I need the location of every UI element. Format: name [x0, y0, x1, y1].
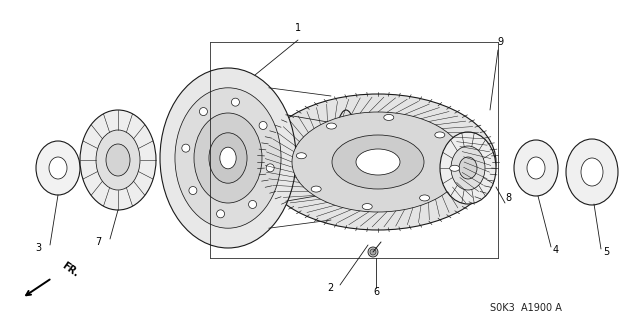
- Ellipse shape: [332, 135, 424, 189]
- Ellipse shape: [334, 110, 358, 206]
- Text: 6: 6: [373, 287, 379, 297]
- Ellipse shape: [450, 165, 460, 171]
- Ellipse shape: [220, 147, 236, 169]
- Ellipse shape: [514, 140, 558, 196]
- Ellipse shape: [296, 153, 307, 159]
- Ellipse shape: [362, 204, 372, 210]
- Text: FR.: FR.: [60, 261, 81, 279]
- Ellipse shape: [194, 113, 262, 203]
- Ellipse shape: [435, 132, 445, 138]
- Ellipse shape: [459, 157, 477, 179]
- Text: 4: 4: [553, 245, 559, 255]
- Ellipse shape: [259, 122, 267, 130]
- Ellipse shape: [266, 164, 274, 172]
- Ellipse shape: [370, 249, 376, 255]
- Ellipse shape: [209, 133, 247, 183]
- Ellipse shape: [581, 158, 603, 186]
- Ellipse shape: [356, 136, 372, 180]
- Ellipse shape: [566, 139, 618, 205]
- Ellipse shape: [527, 157, 545, 179]
- Ellipse shape: [36, 141, 80, 195]
- Ellipse shape: [440, 132, 496, 204]
- Ellipse shape: [451, 146, 485, 190]
- Ellipse shape: [182, 144, 190, 152]
- Ellipse shape: [311, 186, 321, 192]
- Ellipse shape: [368, 247, 378, 257]
- Ellipse shape: [160, 68, 296, 248]
- Ellipse shape: [106, 144, 130, 176]
- Text: 3: 3: [35, 243, 41, 253]
- Ellipse shape: [216, 210, 225, 218]
- Ellipse shape: [49, 157, 67, 179]
- Ellipse shape: [96, 130, 140, 190]
- Text: S0K3  A1900 A: S0K3 A1900 A: [490, 303, 562, 313]
- Text: 8: 8: [505, 193, 511, 203]
- Ellipse shape: [326, 123, 337, 129]
- Text: 7: 7: [95, 237, 101, 247]
- Text: 5: 5: [603, 247, 609, 257]
- Ellipse shape: [260, 94, 496, 230]
- Ellipse shape: [420, 195, 429, 201]
- Text: 9: 9: [497, 37, 503, 47]
- Ellipse shape: [384, 115, 394, 121]
- Ellipse shape: [232, 98, 239, 106]
- Ellipse shape: [200, 108, 207, 115]
- Ellipse shape: [175, 88, 281, 228]
- Text: 1: 1: [295, 23, 301, 33]
- Ellipse shape: [80, 110, 156, 210]
- Ellipse shape: [292, 112, 464, 212]
- Ellipse shape: [356, 149, 400, 175]
- Ellipse shape: [248, 200, 257, 208]
- Text: 2: 2: [327, 283, 333, 293]
- Ellipse shape: [189, 187, 197, 195]
